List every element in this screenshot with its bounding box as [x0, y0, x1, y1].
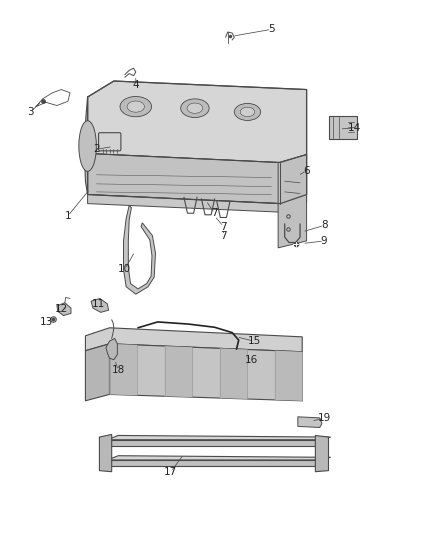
Text: 14: 14	[348, 123, 361, 133]
Text: 16: 16	[245, 355, 258, 365]
Polygon shape	[124, 205, 155, 294]
Ellipse shape	[120, 96, 152, 117]
Text: 19: 19	[318, 414, 331, 423]
Polygon shape	[107, 435, 331, 440]
Text: 7: 7	[220, 222, 227, 231]
Ellipse shape	[187, 103, 203, 114]
Text: 5: 5	[268, 25, 275, 34]
Polygon shape	[110, 344, 137, 395]
Polygon shape	[106, 338, 117, 360]
Text: 13: 13	[39, 318, 53, 327]
Ellipse shape	[180, 99, 209, 117]
Polygon shape	[88, 154, 280, 204]
Polygon shape	[275, 351, 302, 401]
Ellipse shape	[234, 103, 261, 120]
Polygon shape	[315, 435, 328, 472]
Polygon shape	[110, 344, 302, 401]
Polygon shape	[88, 195, 307, 212]
Text: 18: 18	[112, 366, 125, 375]
Polygon shape	[107, 440, 320, 446]
Text: 9: 9	[321, 236, 328, 246]
Polygon shape	[91, 298, 109, 312]
Text: 4: 4	[132, 80, 139, 90]
FancyBboxPatch shape	[99, 133, 121, 151]
Text: 12: 12	[55, 304, 68, 314]
FancyBboxPatch shape	[328, 116, 357, 139]
Text: 17: 17	[164, 467, 177, 477]
Text: 1: 1	[64, 211, 71, 221]
Polygon shape	[85, 97, 88, 195]
Polygon shape	[85, 328, 302, 352]
Ellipse shape	[127, 101, 145, 112]
Polygon shape	[107, 456, 331, 460]
Text: 8: 8	[321, 221, 328, 230]
Polygon shape	[165, 346, 192, 397]
Text: 11: 11	[92, 299, 105, 309]
Text: 2: 2	[93, 144, 100, 154]
Text: 10: 10	[118, 264, 131, 274]
Ellipse shape	[79, 121, 96, 172]
Text: 7: 7	[220, 231, 227, 240]
Polygon shape	[99, 434, 112, 472]
Polygon shape	[298, 417, 322, 427]
Polygon shape	[280, 155, 307, 204]
Text: 6: 6	[303, 166, 310, 175]
Polygon shape	[278, 155, 307, 248]
Polygon shape	[85, 344, 110, 401]
Polygon shape	[57, 303, 71, 316]
Polygon shape	[88, 81, 307, 163]
Polygon shape	[219, 349, 247, 399]
Text: 3: 3	[27, 107, 34, 117]
Polygon shape	[107, 460, 320, 466]
Text: 7: 7	[211, 208, 218, 218]
Ellipse shape	[240, 107, 254, 117]
Text: 15: 15	[247, 336, 261, 346]
